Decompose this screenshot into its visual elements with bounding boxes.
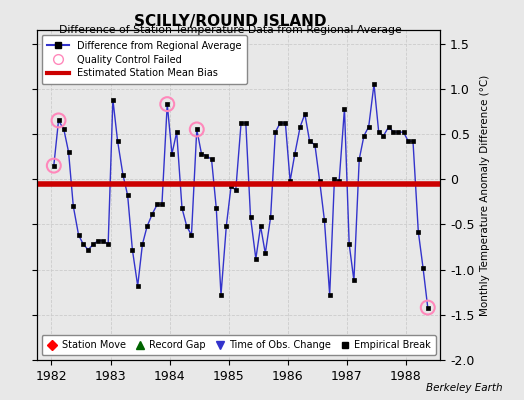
Text: Difference of Station Temperature Data from Regional Average: Difference of Station Temperature Data f… xyxy=(59,25,402,35)
Y-axis label: Monthly Temperature Anomaly Difference (°C): Monthly Temperature Anomaly Difference (… xyxy=(480,74,490,316)
Legend: Station Move, Record Gap, Time of Obs. Change, Empirical Break: Station Move, Record Gap, Time of Obs. C… xyxy=(41,336,436,355)
Point xyxy=(54,117,63,124)
Point xyxy=(193,126,201,133)
Text: SCILLY/ROUND ISLAND: SCILLY/ROUND ISLAND xyxy=(134,14,327,29)
Point xyxy=(423,304,432,311)
Point xyxy=(163,101,171,107)
Point xyxy=(50,162,58,169)
Text: Berkeley Earth: Berkeley Earth xyxy=(427,383,503,393)
